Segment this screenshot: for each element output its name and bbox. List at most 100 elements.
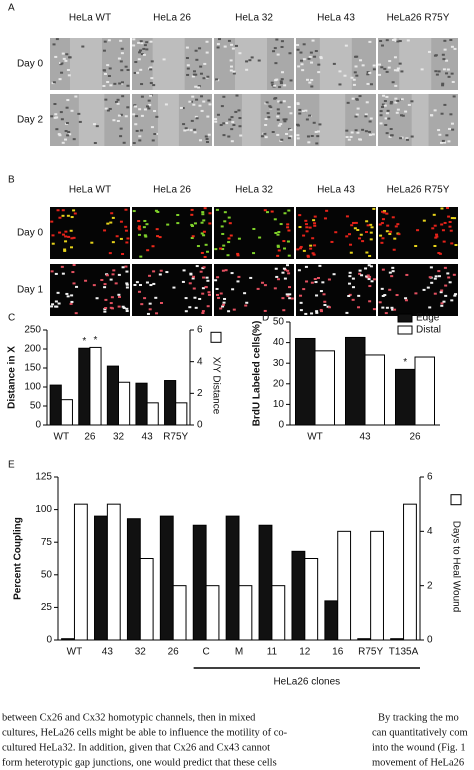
panel-label: B — [8, 175, 15, 186]
column-label: HeLa 32 — [235, 185, 273, 196]
cell — [103, 40, 107, 43]
cell — [74, 95, 78, 98]
cell — [223, 220, 227, 223]
cell — [389, 230, 393, 233]
cell — [143, 219, 147, 222]
cell — [330, 240, 334, 243]
cell — [378, 63, 382, 66]
cell — [323, 300, 327, 303]
cell — [269, 106, 273, 109]
cell — [348, 293, 352, 296]
bar — [164, 380, 177, 426]
significance-mark: * — [82, 336, 86, 347]
cell — [327, 306, 331, 309]
cell — [61, 233, 65, 236]
cell — [207, 293, 211, 296]
cell — [138, 51, 142, 54]
cell — [437, 129, 441, 132]
cell — [117, 305, 121, 308]
cell — [299, 294, 303, 297]
cell — [162, 58, 166, 61]
cell — [406, 39, 410, 42]
cell — [398, 62, 402, 65]
y2-tick-label: 6 — [197, 325, 203, 336]
cell — [50, 305, 54, 308]
y2-tick-label: 0 — [427, 635, 433, 646]
cell — [388, 233, 392, 236]
cell — [306, 135, 310, 138]
cell — [287, 272, 291, 275]
micrograph — [214, 264, 294, 316]
cell — [61, 214, 65, 217]
cell — [441, 84, 445, 87]
cell — [378, 301, 382, 304]
cell — [155, 228, 159, 231]
bar — [60, 399, 73, 426]
cell — [138, 108, 142, 111]
wound-gap — [70, 38, 103, 90]
cell — [264, 136, 268, 139]
cell — [368, 71, 372, 74]
bar — [73, 503, 88, 641]
cell — [400, 114, 404, 117]
cell — [281, 297, 285, 300]
cell — [60, 62, 64, 65]
cell — [72, 264, 76, 267]
cell — [207, 291, 211, 294]
cell — [222, 244, 226, 247]
cell — [139, 40, 143, 43]
cell — [95, 125, 99, 128]
cell — [355, 98, 359, 101]
cell — [186, 64, 190, 67]
x-tick-label: 32 — [113, 432, 125, 443]
x-tick-label: WT — [307, 432, 323, 443]
cell — [434, 54, 438, 57]
bar — [106, 365, 120, 426]
cell — [232, 72, 236, 75]
cell — [146, 312, 150, 315]
cell — [428, 306, 432, 309]
body-text: cultures, HeLa26 cells might be able to … — [2, 727, 288, 738]
cell — [305, 226, 309, 229]
cell — [323, 217, 327, 220]
bar — [403, 503, 417, 641]
cell — [316, 135, 320, 138]
cell — [394, 101, 398, 104]
cell — [258, 236, 262, 239]
cell — [137, 220, 141, 223]
cell — [220, 225, 224, 228]
legend-swatch — [210, 331, 222, 343]
cell — [154, 209, 158, 212]
y-tick-label: 50 — [41, 569, 53, 580]
cell — [349, 251, 353, 254]
cell — [63, 249, 67, 252]
cell — [307, 141, 311, 144]
panel-label: C — [8, 313, 15, 324]
cell — [385, 230, 389, 233]
cell — [440, 223, 444, 226]
y-axis-label: Percent Coupling — [13, 517, 24, 600]
cell — [274, 97, 278, 100]
cell — [276, 233, 280, 236]
cell — [300, 63, 304, 66]
cell — [440, 141, 444, 144]
bar — [61, 638, 75, 641]
cell — [149, 68, 153, 71]
cell — [206, 305, 210, 308]
cell — [145, 223, 149, 226]
cell — [67, 235, 71, 238]
cell — [120, 69, 124, 72]
cell — [75, 285, 79, 288]
cell — [176, 214, 180, 217]
y-tick-label: 10 — [273, 399, 285, 410]
cell — [145, 48, 149, 51]
cell — [280, 40, 284, 43]
cell — [226, 254, 230, 257]
cell — [298, 226, 302, 229]
cell — [95, 297, 99, 300]
cell — [126, 237, 130, 240]
cell — [387, 117, 391, 120]
cell — [382, 211, 386, 214]
cell — [150, 126, 154, 129]
cell — [310, 61, 314, 64]
